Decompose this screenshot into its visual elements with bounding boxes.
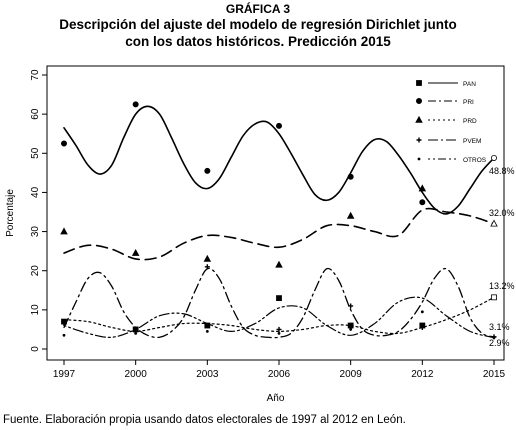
prediction-label-pri: 48.8%: [489, 166, 515, 176]
legend-marker-prd: [415, 115, 423, 123]
y-tick-label: 60: [30, 108, 41, 120]
point-pan: [204, 322, 211, 329]
point-pri: [61, 140, 68, 147]
prediction-marker-prd: [490, 219, 498, 227]
point-prd: [346, 211, 355, 219]
prediction-label-pvem: 3.1%: [489, 322, 510, 332]
fitted-curves: [63, 105, 495, 339]
point-pvem: [348, 303, 354, 309]
point-pvem: [419, 324, 425, 330]
legend-label-pan: PAN: [463, 81, 476, 88]
point-pri: [204, 167, 211, 174]
point-prd: [131, 248, 140, 256]
x-tick-label: 2015: [483, 369, 506, 380]
prediction-label-prd: 32.0%: [489, 208, 515, 218]
point-pvem: [276, 326, 282, 332]
prediction-label-otros: 2.9%: [489, 338, 510, 348]
legend-label-pri: PRI: [463, 99, 474, 106]
prediction-marker-pan: [491, 294, 497, 301]
point-pri: [275, 122, 282, 129]
y-tick-label: 70: [30, 69, 41, 81]
y-axis-label: Porcentaje: [5, 189, 16, 237]
y-tick-label: 20: [30, 265, 41, 277]
point-otros: [134, 331, 138, 335]
curve-pri: [63, 105, 495, 215]
point-pri: [419, 199, 426, 206]
legend-label-prd: PRD: [463, 118, 477, 125]
chart-title: Descripción del ajuste del modelo de reg…: [0, 16, 516, 50]
prediction-labels: 13.2% 48.8% 32.0% 3.1% 2.9%: [489, 166, 515, 348]
point-pri: [347, 173, 354, 180]
y-tick-label: 50: [30, 147, 41, 159]
legend-marker-pri: [415, 98, 422, 105]
chart-number: GRÁFICA 3: [225, 2, 291, 16]
x-tick-label: 2003: [196, 369, 219, 380]
prediction-label-pan: 13.2%: [489, 281, 515, 291]
x-tick-label: 1997: [53, 369, 76, 380]
point-otros: [349, 328, 353, 331]
legend: PAN PRI PRD PVEM OTROS: [415, 80, 487, 164]
legend-label-pvem: PVEM: [463, 138, 481, 145]
curve-prd: [63, 207, 495, 261]
y-tick-label: 10: [30, 304, 41, 316]
point-pan: [276, 295, 282, 302]
prediction-marker-pri: [490, 154, 497, 161]
point-pvem: [204, 264, 210, 270]
x-axis-label: Año: [267, 393, 285, 404]
legend-marker-otros: [417, 157, 421, 161]
chart-title-line-2: con los datos históricos. Predicción 201…: [125, 34, 391, 49]
point-otros: [62, 333, 66, 337]
x-tick-label: 2009: [340, 369, 363, 380]
legend-label-otros: OTROS: [463, 157, 487, 164]
legend-marker-pvem: [416, 137, 422, 143]
point-pvem: [61, 321, 67, 327]
y-tick-label: 30: [30, 226, 41, 238]
point-pan: [347, 322, 354, 329]
source-note: Fuente. Elaboración propia usando datos …: [3, 414, 406, 426]
legend-marker-pan: [416, 80, 422, 86]
axes: 1997 2000 2003 2006 2009 2012 2015 0 10 20 30 40 50 6…: [5, 65, 506, 404]
prediction-marker-otros: [492, 336, 496, 340]
y-tick-label: 0: [30, 346, 41, 352]
point-prd: [418, 184, 427, 192]
x-tick-label: 2006: [268, 369, 291, 380]
x-tick-label: 2012: [411, 369, 434, 380]
observed-points: [60, 101, 498, 340]
y-tick-label: 40: [30, 186, 41, 198]
point-prd: [203, 254, 212, 262]
plot-frame: [46, 65, 505, 361]
x-tick-label: 2000: [125, 369, 148, 380]
point-otros: [277, 331, 281, 335]
point-otros: [205, 329, 209, 333]
point-prd: [60, 227, 68, 235]
point-pri: [132, 101, 139, 108]
point-prd: [275, 260, 283, 268]
point-otros: [420, 310, 424, 314]
chart-title-line-1: Descripción del ajuste del modelo de reg…: [59, 17, 457, 32]
